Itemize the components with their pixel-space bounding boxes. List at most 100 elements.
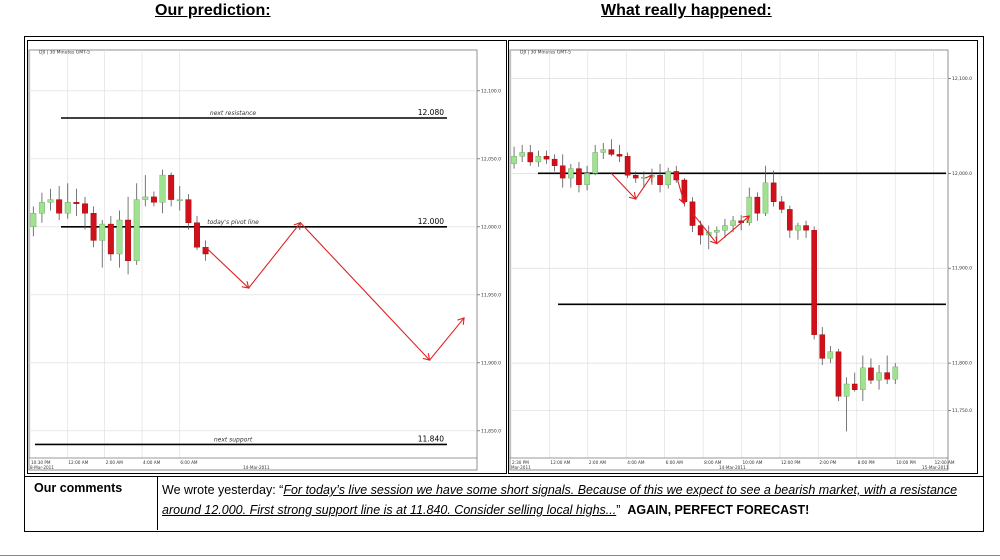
plot-area xyxy=(28,49,478,471)
y-tick-label: 11,900.0 xyxy=(481,360,501,366)
candle-body xyxy=(511,156,517,165)
date-label: Mar-2011 xyxy=(511,465,531,470)
candle-body xyxy=(827,351,834,359)
candle-body xyxy=(64,202,71,214)
level-price: 11.840 xyxy=(418,434,444,443)
candle-body xyxy=(851,383,858,390)
level-price: 12.000 xyxy=(418,217,444,226)
x-tick-label: 2:00 AM xyxy=(589,460,607,465)
y-tick-label: 12,100.0 xyxy=(952,76,972,82)
candle-body xyxy=(884,372,890,380)
candle-body xyxy=(803,225,809,231)
bear-candle xyxy=(851,372,858,392)
bear-candle xyxy=(811,226,817,340)
bear-candle xyxy=(125,196,132,275)
candle-body xyxy=(746,196,753,223)
y-tick-label: 12,000.0 xyxy=(481,224,501,230)
candle-body xyxy=(616,154,623,157)
candle-body xyxy=(38,202,45,214)
bear-candle xyxy=(803,220,809,238)
actual-chart: DJI | 30 Minutes GMT-5 12,100.0 12,000.0 11… xyxy=(508,40,978,474)
bull-candle xyxy=(47,188,54,211)
bear-candle xyxy=(82,196,88,230)
y-tick-label: 12,100.0 xyxy=(481,88,501,94)
level-label: today's pivot line xyxy=(207,219,259,226)
arrow-head xyxy=(710,236,718,245)
bear-candle xyxy=(616,144,623,162)
arrow-head xyxy=(293,221,302,230)
x-tick-label: 4:00 AM xyxy=(143,460,161,465)
bear-candle xyxy=(107,215,114,261)
x-tick-label: 12:00 AM xyxy=(935,460,955,465)
candle-body xyxy=(107,223,114,255)
candle-body xyxy=(47,199,54,203)
bull-candle xyxy=(892,363,899,384)
bear-candle xyxy=(551,154,558,172)
bull-candle xyxy=(159,169,166,214)
instrument-label: DJI | 30 Minutes GMT-5 xyxy=(520,49,571,55)
candle-body xyxy=(56,199,63,214)
arrow-head xyxy=(457,317,465,325)
bull-candle xyxy=(665,167,671,189)
bear-candle xyxy=(559,154,566,188)
y-tick-label: 12,050.0 xyxy=(481,156,501,162)
y-tick-label: 11,750.0 xyxy=(952,408,972,414)
x-tick-label: 12:00 PM xyxy=(781,460,801,465)
candle-body xyxy=(30,212,37,227)
candle-body xyxy=(819,334,826,359)
candle-body xyxy=(697,225,704,236)
bull-candle xyxy=(116,210,123,268)
level-label: next support xyxy=(214,436,253,443)
x-tick-label: 10:30 PM xyxy=(31,460,51,465)
candle-body xyxy=(194,222,200,248)
instrument-label: DJI | 30 Minutes GMT-5 xyxy=(39,49,90,55)
bear-candle xyxy=(608,139,615,157)
x-tick-label: 4:00 AM xyxy=(627,460,645,465)
y-tick-label: 12,000.0 xyxy=(952,171,972,177)
candle-body xyxy=(843,383,850,397)
bull-candle xyxy=(746,187,753,226)
plot-area xyxy=(509,49,949,471)
bear-candle xyxy=(835,348,842,402)
bear-candle xyxy=(56,186,63,220)
bear-candle xyxy=(194,215,200,250)
candle-body xyxy=(770,182,777,203)
bull-candle xyxy=(519,144,525,162)
page-bottom-rule xyxy=(0,555,1000,556)
bull-candle xyxy=(795,222,801,240)
candle-body xyxy=(762,182,769,214)
candle-body xyxy=(551,158,558,166)
bear-candle xyxy=(73,188,80,216)
candle-body xyxy=(73,202,80,204)
arrow-head xyxy=(422,353,431,361)
bear-candle xyxy=(185,194,192,230)
date-label: 8-Mar-2011 xyxy=(30,465,54,470)
x-tick-label: 10:00 AM xyxy=(743,460,763,465)
level-price: 12.080 xyxy=(418,108,444,117)
candle-body xyxy=(559,165,566,179)
bear-candle xyxy=(884,355,890,384)
bull-candle xyxy=(592,144,598,176)
bear-candle xyxy=(657,163,663,193)
prediction-heading: Our prediction: xyxy=(155,2,271,19)
bull-candle xyxy=(722,218,728,238)
candle-body xyxy=(159,174,166,203)
comments-quote: For today’s live session we have some sh… xyxy=(162,483,958,517)
bear-candle xyxy=(632,171,639,183)
prediction-chart: DJI | 30 Minutes GMT-5 12,100.0 12,050.0 12… xyxy=(27,40,507,474)
date-label: 15-Mar-2011 xyxy=(922,465,949,470)
bull-candle xyxy=(584,165,590,191)
candle-body xyxy=(835,351,842,397)
candle-body xyxy=(202,246,209,255)
bull-candle xyxy=(511,146,517,169)
candle-body xyxy=(185,199,192,223)
candle-body xyxy=(176,199,183,202)
bear-candle xyxy=(150,191,157,207)
candle-body xyxy=(133,199,140,262)
candle-body xyxy=(116,219,123,255)
candle-body xyxy=(576,168,582,185)
x-tick-label: 2:00 AM xyxy=(106,460,124,465)
date-label: 14-Mar-2011 xyxy=(719,465,746,470)
date-label: 14-Mar-2011 xyxy=(243,465,270,470)
candle-body xyxy=(868,367,874,381)
